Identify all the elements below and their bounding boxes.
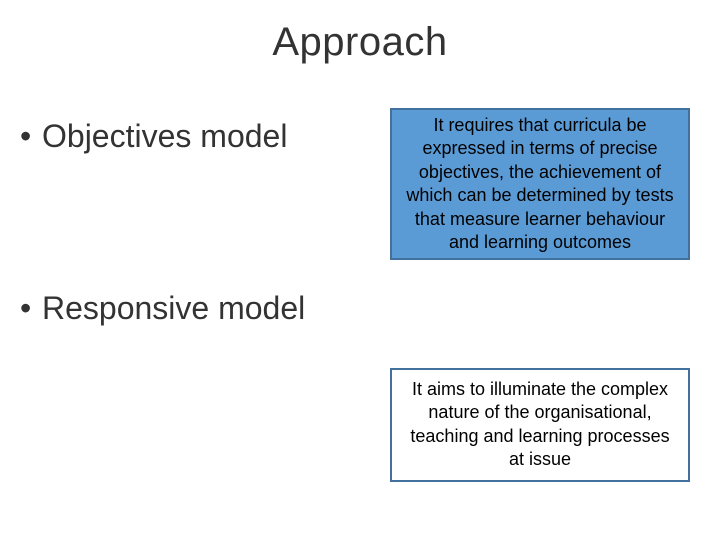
callout-box-objectives: It requires that curricula be expressed … [390,108,690,260]
slide: Approach •Objectives model •Responsive m… [0,0,720,540]
callout-box-responsive: It aims to illuminate the complex nature… [390,368,690,482]
bullet-marker-icon: • [20,118,42,155]
bullet-text: Responsive model [42,290,305,326]
slide-title: Approach [0,20,720,65]
bullet-item-objectives: •Objectives model [20,118,287,155]
bullet-marker-icon: • [20,290,42,327]
callout-text: It requires that curricula be expressed … [406,115,673,252]
callout-text: It aims to illuminate the complex nature… [410,379,669,469]
bullet-text: Objectives model [42,118,287,154]
bullet-item-responsive: •Responsive model [20,290,305,327]
